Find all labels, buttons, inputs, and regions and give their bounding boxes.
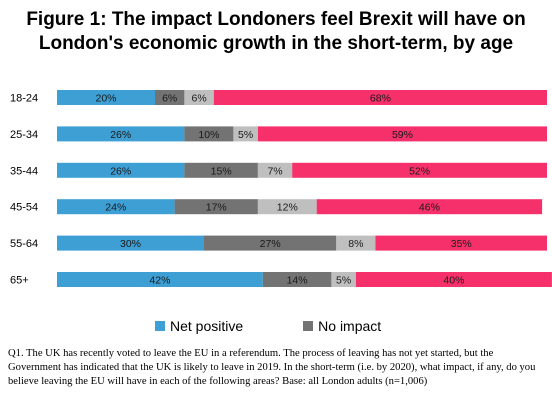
bar-segment-25-34-s3 <box>257 126 547 142</box>
data-label-65+-s2: 5% <box>336 275 351 287</box>
data-label-25-34-s1: 10% <box>198 129 219 141</box>
bar-segment-18-24-s0 <box>57 90 155 105</box>
legend-swatch-no-impact <box>303 321 314 331</box>
footnote: Q1. The UK has recently voted to leave t… <box>8 348 536 387</box>
bar-segment-35-44-s2 <box>257 162 293 178</box>
category-label-25-34: 25-34 <box>10 129 38 141</box>
bar-segment-25-34-s2 <box>233 126 258 142</box>
legend-item-net-positive: Net positive <box>155 318 243 334</box>
bar-segment-65+-s3 <box>355 272 552 287</box>
bar-segment-25-34-s0 <box>57 126 185 142</box>
legend-label-no-impact: No impact <box>318 318 382 334</box>
bar-segment-45-54-s0 <box>57 199 175 215</box>
stacked-bar-chart: 18-24 20% 6% 6% 68% 25-34 26% 10% 5% 59% 35-44 26% 1… <box>10 90 552 287</box>
data-label-25-34-s3: 59% <box>392 129 413 141</box>
data-label-55-64-s3: 35% <box>451 238 472 250</box>
data-label-35-44-s1: 15% <box>211 165 232 177</box>
category-label-18-24: 18-24 <box>10 93 38 105</box>
data-label-45-54-s2: 12% <box>277 202 298 214</box>
bar-segment-18-24-s3 <box>213 90 548 105</box>
data-label-25-34-s2: 5% <box>238 129 253 141</box>
bar-segment-35-44-s3 <box>292 162 547 178</box>
legend: Net positive No impact <box>155 318 381 334</box>
bar-segment-45-54-s2 <box>257 199 317 215</box>
bar-segment-55-64-s2 <box>336 235 376 251</box>
category-label-35-44: 35-44 <box>10 165 38 177</box>
bar-segment-45-54-s3 <box>316 199 543 215</box>
bar-segment-35-44-s0 <box>57 162 185 178</box>
data-label-65+-s3: 40% <box>443 275 464 287</box>
data-label-45-54-s0: 24% <box>105 202 126 214</box>
category-label-55-64: 55-64 <box>10 238 38 250</box>
bar-segment-45-54-s1 <box>174 199 258 215</box>
data-label-45-54-s1: 17% <box>206 202 227 214</box>
bar-segment-55-64-s1 <box>204 235 337 251</box>
data-label-18-24-s1: 6% <box>162 93 177 105</box>
data-label-35-44-s2: 7% <box>267 165 282 177</box>
legend-item-no-impact: No impact <box>303 318 381 334</box>
bar-segment-55-64-s0 <box>57 235 204 251</box>
data-label-55-64-s0: 30% <box>120 238 141 250</box>
bar-segment-65+-s2 <box>331 272 356 287</box>
category-label-65+: 65+ <box>10 275 29 287</box>
data-label-18-24-s3: 68% <box>370 93 391 105</box>
bar-segment-65+-s1 <box>262 272 332 287</box>
bar-segment-18-24-s2 <box>184 90 214 105</box>
bar-segment-25-34-s1 <box>184 126 234 142</box>
data-label-25-34-s0: 26% <box>110 129 131 141</box>
bar-segment-55-64-s3 <box>375 235 547 251</box>
legend-swatch-net-positive <box>155 321 165 331</box>
data-label-65+-s1: 14% <box>287 275 308 287</box>
category-label-45-54: 45-54 <box>10 202 38 214</box>
bar-segment-18-24-s1 <box>155 90 185 105</box>
data-label-65+-s0: 42% <box>149 275 170 287</box>
data-label-55-64-s1: 27% <box>260 238 281 250</box>
chart-title: Figure 1: The impact Londoners feel Brex… <box>26 9 526 54</box>
data-label-18-24-s2: 6% <box>192 93 207 105</box>
data-label-35-44-s0: 26% <box>110 165 131 177</box>
data-label-45-54-s3: 46% <box>419 202 440 214</box>
data-label-35-44-s3: 52% <box>409 165 430 177</box>
bar-segment-65+-s0 <box>57 272 263 287</box>
legend-label-net-positive: Net positive <box>170 318 244 334</box>
data-label-55-64-s2: 8% <box>348 238 363 250</box>
bar-segment-35-44-s1 <box>184 162 258 178</box>
data-label-18-24-s0: 20% <box>95 93 116 105</box>
